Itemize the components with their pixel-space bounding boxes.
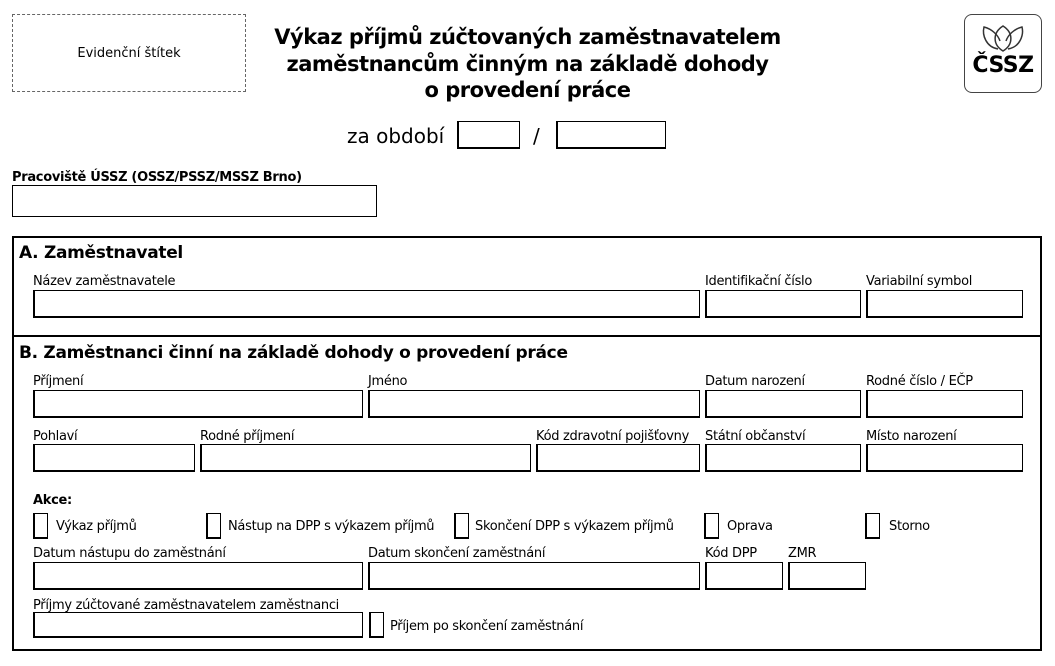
action-cancel-label: Storno: [889, 519, 930, 534]
birth-place-input[interactable]: [866, 444, 1023, 472]
action-cancel-checkbox[interactable]: [865, 513, 880, 539]
birth-surname-input[interactable]: [200, 444, 531, 472]
income-label: Příjmy zúčtované zaměstnavatelem zaměstn…: [33, 598, 339, 613]
section-divider: [12, 335, 1042, 337]
period-year-input[interactable]: [556, 121, 666, 149]
insurance-code-input[interactable]: [536, 444, 700, 472]
title-line: o provedení práce: [424, 78, 631, 102]
action-start-label: Nástup na DPP s výkazem příjmů: [228, 519, 435, 534]
end-date-label: Datum skončení zaměstnání: [368, 546, 546, 561]
actions-label: Akce:: [33, 493, 72, 508]
citizenship-label: Státní občanství: [705, 429, 806, 444]
birth-number-input[interactable]: [866, 390, 1023, 418]
title-line: zaměstnancům činným na základě dohody: [286, 51, 769, 76]
zmr-input[interactable]: [788, 562, 866, 590]
birth-date-input[interactable]: [705, 390, 861, 418]
action-end-checkbox[interactable]: [454, 513, 469, 539]
logo-text: ČSSZ: [972, 53, 1034, 78]
start-date-label: Datum nástupu do zaměstnání: [33, 546, 226, 561]
workplace-input[interactable]: [12, 185, 377, 217]
form-title: Výkaz příjmů zúčtovaných zaměstnavatelem…: [250, 24, 805, 104]
registration-label-box: Evidenční štítek: [12, 14, 246, 92]
period-label: za období: [347, 124, 445, 148]
first-name-input[interactable]: [368, 390, 700, 418]
employer-id-label: Identifikační číslo: [705, 274, 813, 289]
action-income-label: Výkaz příjmů: [56, 519, 137, 534]
income-input[interactable]: [33, 612, 363, 638]
dpp-code-label: Kód DPP: [705, 546, 757, 561]
tulip-icon: [982, 25, 1024, 52]
workplace-label: Pracoviště ÚSSZ (OSSZ/PSSZ/MSSZ Brno): [12, 170, 302, 185]
action-start-checkbox[interactable]: [206, 513, 221, 539]
employer-name-label: Název zaměstnavatele: [33, 274, 176, 289]
action-income-checkbox[interactable]: [33, 513, 48, 539]
birth-place-label: Místo narození: [866, 429, 957, 444]
action-correction-label: Oprava: [727, 519, 773, 534]
cssz-logo: ČSSZ: [964, 14, 1042, 93]
form-section-box: [12, 236, 1042, 651]
action-end-label: Skončení DPP s výkazem příjmů: [475, 519, 674, 534]
gender-input[interactable]: [33, 444, 195, 472]
registration-label-text: Evidenční štítek: [77, 45, 181, 61]
section-b-title: B. Zaměstnanci činní na základě dohody o…: [19, 343, 568, 363]
variable-symbol-input[interactable]: [866, 290, 1023, 318]
after-end-income-checkbox[interactable]: [369, 612, 384, 638]
insurance-code-label: Kód zdravotní pojišťovny: [536, 429, 690, 444]
action-correction-checkbox[interactable]: [704, 513, 719, 539]
gender-label: Pohlaví: [33, 429, 78, 444]
title-line: Výkaz příjmů zúčtovaných zaměstnavatelem: [274, 25, 781, 49]
employer-id-input[interactable]: [705, 290, 861, 318]
employer-name-input[interactable]: [33, 290, 700, 318]
citizenship-input[interactable]: [705, 444, 861, 472]
end-date-input[interactable]: [368, 562, 700, 590]
period-separator: /: [533, 124, 540, 148]
variable-symbol-label: Variabilní symbol: [866, 274, 973, 289]
section-a-title: A. Zaměstnavatel: [19, 243, 183, 263]
birth-surname-label: Rodné příjmení: [200, 429, 295, 444]
surname-input[interactable]: [33, 390, 363, 418]
zmr-label: ZMR: [788, 546, 817, 561]
first-name-label: Jméno: [368, 374, 408, 389]
start-date-input[interactable]: [33, 562, 363, 590]
surname-label: Příjmení: [33, 374, 84, 389]
birth-number-label: Rodné číslo / EČP: [866, 374, 973, 389]
period-month-input[interactable]: [457, 121, 520, 149]
birth-date-label: Datum narození: [705, 374, 805, 389]
after-end-income-label: Příjem po skončení zaměstnání: [390, 619, 584, 634]
dpp-code-input[interactable]: [705, 562, 783, 590]
